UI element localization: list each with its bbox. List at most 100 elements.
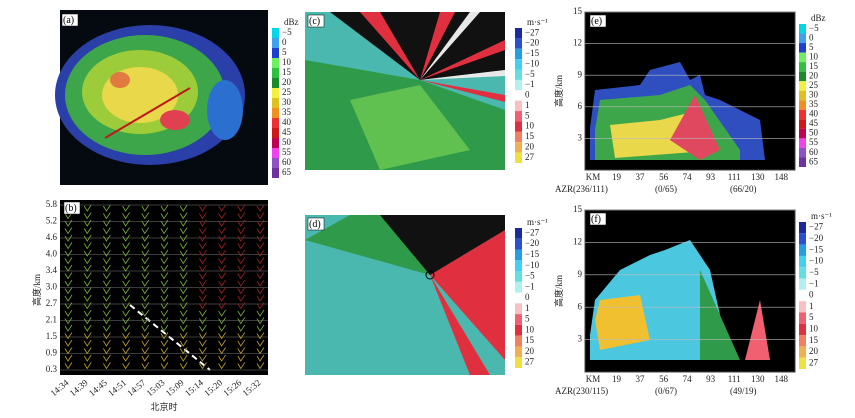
wind-barb xyxy=(122,227,130,235)
wind-barb xyxy=(141,309,150,317)
wind-barb xyxy=(218,204,226,212)
wind-barb xyxy=(64,287,73,295)
wind-barb xyxy=(256,339,265,347)
wind-barb xyxy=(141,212,150,220)
wind-barb xyxy=(83,324,92,332)
colorbar-label: 65 xyxy=(282,167,292,177)
colorbar-cell xyxy=(515,228,522,239)
wind-barb xyxy=(83,354,92,362)
wind-barb xyxy=(83,204,92,212)
colorbar-cell xyxy=(515,90,522,101)
wind-barb xyxy=(83,227,92,235)
colorbar-cell xyxy=(272,128,279,138)
colorbar-label: 10 xyxy=(809,51,819,61)
y-axis-label: 高度/km xyxy=(553,275,564,307)
wind-barb xyxy=(83,332,92,340)
wind-barb xyxy=(199,287,207,295)
y-tick-label: 6 xyxy=(578,301,583,311)
colorbar-label: −15 xyxy=(525,249,540,259)
wind-barb xyxy=(160,204,169,212)
wind-barb xyxy=(64,272,73,280)
colorbar-cell xyxy=(272,158,279,168)
wind-barb xyxy=(218,362,226,370)
wind-barb xyxy=(122,309,130,317)
wind-barb xyxy=(199,339,207,347)
x-tick-label: 148 xyxy=(774,172,788,182)
colorbar-cell xyxy=(799,90,806,101)
colorbar-cell xyxy=(799,33,806,44)
colorbar-cell xyxy=(515,249,522,261)
x-tick-label: 148 xyxy=(774,374,788,384)
x-tick-label: 14:51 xyxy=(106,377,128,398)
wind-barb xyxy=(256,332,265,340)
wind-barb xyxy=(122,242,130,250)
colorbar-cell xyxy=(799,289,806,302)
wind-barb xyxy=(199,242,207,250)
wind-barb xyxy=(199,212,207,220)
colorbar-cell xyxy=(799,301,806,313)
wind-barb xyxy=(179,302,188,310)
wind-barb xyxy=(256,354,265,362)
wind-barb xyxy=(199,354,207,362)
wind-barb xyxy=(83,264,92,272)
azimuth-label: (0/67) xyxy=(655,386,677,396)
wind-barb xyxy=(218,347,226,355)
colorbar-cell xyxy=(515,335,522,347)
y-tick-label: 15 xyxy=(573,204,583,214)
wind-barb xyxy=(199,264,207,272)
wind-barb xyxy=(103,204,111,212)
wind-barb xyxy=(237,309,246,317)
colorbar-label: 40 xyxy=(809,109,819,119)
colorbar-label: 5 xyxy=(282,47,287,57)
colorbar-label: 1 xyxy=(525,303,530,313)
wind-barb xyxy=(64,324,73,332)
wind-barb xyxy=(160,324,169,332)
wind-barb xyxy=(218,339,226,347)
colorbar-cell xyxy=(515,292,522,304)
wind-barb xyxy=(83,212,92,220)
colorbar-label: 0 xyxy=(809,32,814,42)
wind-barb xyxy=(64,302,73,310)
wind-barb xyxy=(160,347,169,355)
y-tick-label: 9 xyxy=(578,269,583,279)
wind-barb xyxy=(218,287,226,295)
wind-barb xyxy=(160,279,169,287)
wind-barb xyxy=(256,294,265,302)
wind-barb xyxy=(83,347,92,355)
wind-barb xyxy=(237,362,246,370)
colorbar-cell xyxy=(799,100,806,110)
colorbar-label: 25 xyxy=(282,87,292,97)
y-tick-label: 12 xyxy=(573,38,582,48)
x-tick-label: KM xyxy=(586,374,601,384)
colorbar-cell xyxy=(799,52,806,63)
colorbar-unit: dBz xyxy=(811,13,826,23)
colorbar-label: 30 xyxy=(809,90,819,100)
colorbar-label: 5 xyxy=(525,110,530,120)
colorbar-label: 55 xyxy=(809,137,819,147)
wind-barb xyxy=(237,242,246,250)
colorbar-label: 15 xyxy=(809,335,819,345)
radar-reflectivity-image xyxy=(55,10,268,185)
colorbar-cell xyxy=(272,48,279,58)
colorbar-label: 60 xyxy=(809,147,819,157)
colorbar-cell xyxy=(799,147,806,158)
colorbar-cell xyxy=(799,62,806,72)
wind-barb xyxy=(160,302,169,310)
colorbar-label: 20 xyxy=(809,346,819,356)
wind-barb xyxy=(199,234,207,242)
wind-barb xyxy=(256,234,265,242)
wind-barb xyxy=(141,302,150,310)
wind-barb xyxy=(103,354,111,362)
colorbar-cell xyxy=(515,314,522,325)
wind-barb xyxy=(218,279,226,287)
wind-barb xyxy=(256,287,265,295)
wind-barb xyxy=(199,227,207,235)
wind-barb xyxy=(218,249,226,257)
colorbar-label: −1 xyxy=(809,278,819,288)
wind-barb xyxy=(64,339,73,347)
y-tick-label: 5.8 xyxy=(46,199,58,209)
y-tick-label: 4.6 xyxy=(46,232,58,242)
wind-barb xyxy=(122,339,130,347)
wind-barb xyxy=(256,219,265,227)
wind-barb xyxy=(122,234,130,242)
